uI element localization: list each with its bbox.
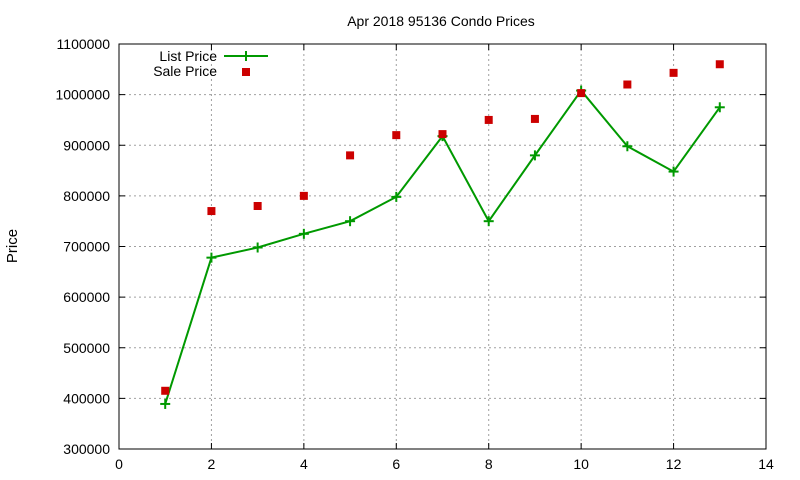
- data-point-sale-price: [623, 80, 632, 89]
- y-tick-label: 500000: [63, 340, 110, 356]
- tick-layer: 0 2 4 6 8 10 12 14 300000 400000 500000 600000 70000…: [55, 36, 774, 472]
- grid-layer: [119, 44, 766, 449]
- data-point-sale-price: [346, 151, 355, 160]
- data-point-list-price: [345, 216, 356, 227]
- series-sale-price: [161, 60, 724, 395]
- data-point-list-price: [529, 150, 540, 161]
- data-point-sale-price: [207, 207, 216, 216]
- data-point-list-price: [668, 166, 679, 177]
- data-point-list-price: [160, 398, 171, 409]
- data-point-list-price: [252, 242, 263, 253]
- data-point-sale-price: [484, 115, 493, 124]
- data-point-sale-price: [161, 386, 170, 395]
- x-tick-label: 4: [300, 456, 308, 472]
- legend-label-list-price: List Price: [159, 48, 217, 64]
- data-point-sale-price: [669, 68, 678, 77]
- data-point-sale-price: [392, 131, 401, 140]
- data-point-list-price: [483, 216, 494, 227]
- data-point-list-price: [391, 191, 402, 202]
- data-point-sale-price: [438, 130, 447, 139]
- legend-marker-list-price: [241, 51, 251, 61]
- data-point-sale-price: [577, 89, 586, 98]
- plot-frame: [118, 43, 767, 450]
- y-tick-label: 600000: [63, 289, 110, 305]
- data-point-list-price: [622, 141, 633, 152]
- series-layer: [160, 60, 725, 409]
- y-tick-label: 400000: [63, 390, 110, 406]
- legend-label-sale-price: Sale Price: [153, 63, 217, 79]
- legend: List Price Sale Price: [153, 48, 268, 79]
- x-tick-label: 0: [115, 456, 123, 472]
- x-tick-label: 6: [392, 456, 400, 472]
- y-axis-title: Price: [4, 229, 21, 263]
- data-point-sale-price: [299, 191, 308, 200]
- legend-marker-sale-price: [242, 68, 250, 76]
- y-tick-label: 1000000: [55, 87, 110, 103]
- y-tick-label: 800000: [63, 188, 110, 204]
- data-point-sale-price: [715, 60, 724, 69]
- data-point-list-price: [714, 102, 725, 113]
- x-tick-label: 14: [758, 456, 774, 472]
- data-point-list-price: [298, 228, 309, 239]
- data-point-sale-price: [530, 114, 539, 123]
- data-point-list-price: [206, 252, 217, 263]
- y-tick-label: 1100000: [57, 36, 111, 52]
- y-tick-label: 700000: [63, 239, 110, 255]
- chart-title: Apr 2018 95136 Condo Prices: [347, 13, 535, 29]
- y-tick-label: 300000: [63, 441, 110, 457]
- y-tick-label: 900000: [63, 137, 110, 153]
- data-point-sale-price: [253, 202, 262, 210]
- x-tick-label: 2: [208, 456, 216, 472]
- x-tick-label: 8: [485, 456, 493, 472]
- x-tick-label: 12: [666, 456, 682, 472]
- legend-plus-marker: [241, 51, 251, 61]
- x-tick-label: 10: [573, 456, 589, 472]
